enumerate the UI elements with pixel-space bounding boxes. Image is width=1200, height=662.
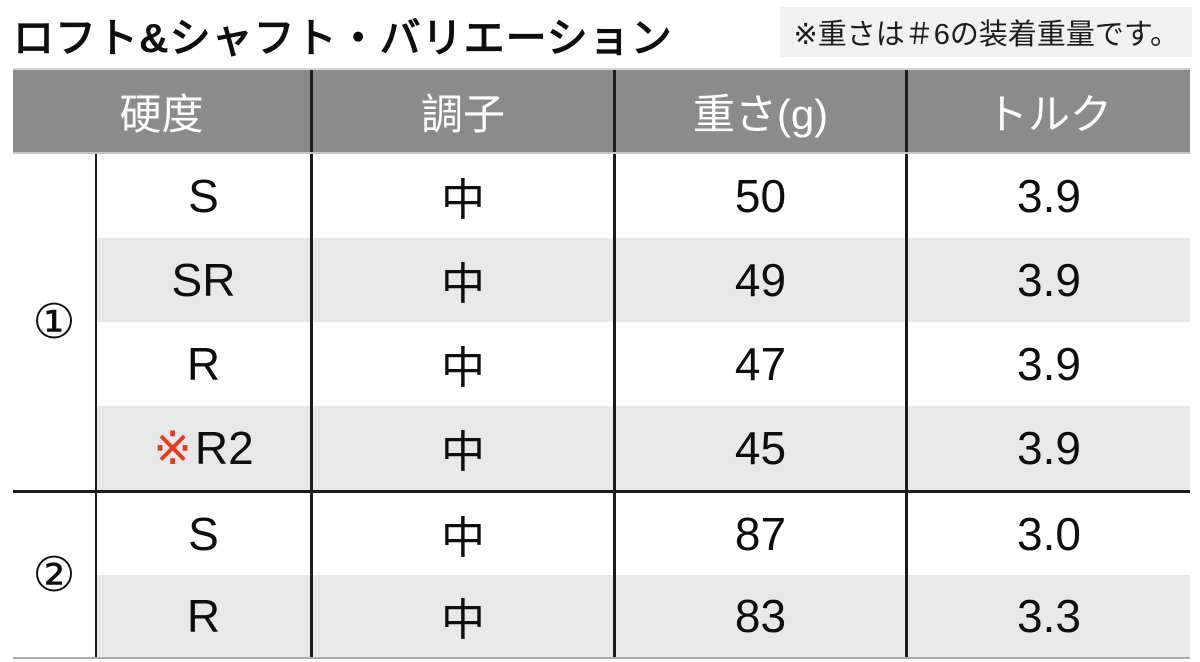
- cell-torque: 3.9: [1017, 422, 1081, 474]
- cell-torque: 3.9: [1017, 170, 1081, 222]
- flex-value: R2: [194, 422, 254, 474]
- red-asterisk-mark: ※: [153, 422, 192, 474]
- cell-flex: SR: [97, 238, 313, 322]
- cell-weight: 47: [616, 322, 908, 406]
- group-1-rows: S 中 50 3.9 SR 中 49 3.9 R 中 47 3.9 ※ R2 中 …: [97, 154, 1190, 490]
- flex-value: SR: [171, 254, 236, 306]
- cell-torque: 3.3: [1017, 590, 1081, 642]
- group-2-rows: S 中 87 3.0 R 中 83 3.3: [97, 493, 1190, 657]
- cell-weight: 50: [616, 154, 908, 238]
- group-1-label: ①: [13, 154, 97, 490]
- header-weight: 重さ(g): [616, 70, 908, 152]
- cell-kick-point: 中: [313, 493, 616, 575]
- cell-flex: R: [97, 575, 313, 657]
- page-title: ロフト&シャフト・バリエーション: [13, 15, 673, 61]
- header-flex: 硬度: [13, 70, 313, 152]
- cell-weight: 49: [616, 238, 908, 322]
- table-row: R 中 47 3.9: [97, 322, 1190, 406]
- cell-kick-point: 中: [313, 322, 616, 406]
- table-row: ※ R2 中 45 3.9: [97, 406, 1190, 490]
- shaft-group-1: ① S 中 50 3.9 SR 中 49 3.9 R 中 47 3.9 ※ R2: [13, 154, 1190, 490]
- flex-value: S: [188, 508, 219, 560]
- cell-kick-point: 中: [313, 154, 616, 238]
- cell-torque: 3.0: [1017, 508, 1081, 560]
- shaft-group-2: ② S 中 87 3.0 R 中 83 3.3: [13, 490, 1190, 657]
- flex-value: R: [186, 338, 221, 390]
- flex-value: R: [186, 590, 221, 642]
- cell-weight: 83: [616, 575, 908, 657]
- cell-torque: 3.9: [1017, 254, 1081, 306]
- header-torque: トルク: [985, 90, 1112, 138]
- flex-value: S: [188, 170, 219, 222]
- cell-flex: S: [97, 154, 313, 238]
- table-row: R 中 83 3.3: [97, 575, 1190, 657]
- cell-kick-point: 中: [313, 406, 616, 490]
- header-kick-point: 調子: [313, 70, 616, 152]
- cell-flex: ※ R2: [97, 406, 313, 490]
- cell-torque: 3.9: [1017, 338, 1081, 390]
- table-row: S 中 87 3.0: [97, 493, 1190, 575]
- cell-kick-point: 中: [313, 575, 616, 657]
- group-2-label: ②: [13, 493, 97, 657]
- shaft-spec-table: 硬度 調子 重さ(g) トルク ① S 中 50 3.9 SR 中 49 3.9…: [13, 68, 1190, 659]
- cell-weight: 45: [616, 406, 908, 490]
- cell-weight: 87: [616, 493, 908, 575]
- cell-flex: R: [97, 322, 313, 406]
- cell-flex: S: [97, 493, 313, 575]
- table-header-row: 硬度 調子 重さ(g) トルク: [13, 70, 1190, 154]
- cell-kick-point: 中: [313, 238, 616, 322]
- table-row: SR 中 49 3.9: [97, 238, 1190, 322]
- table-row: S 中 50 3.9: [97, 154, 1190, 238]
- weight-footnote: ※重さは＃6の装着重量です。: [780, 7, 1192, 57]
